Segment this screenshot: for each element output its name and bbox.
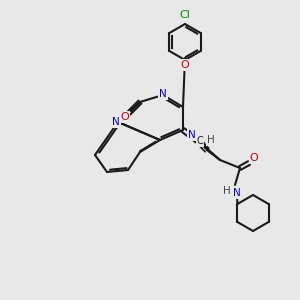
Text: N: N (233, 188, 241, 198)
Text: H: H (223, 186, 231, 196)
Text: H: H (207, 135, 215, 145)
Text: N: N (188, 130, 196, 140)
Text: C: C (196, 136, 203, 146)
Text: O: O (250, 153, 258, 163)
Text: N: N (112, 117, 120, 127)
Text: O: O (121, 112, 129, 122)
Text: N: N (159, 89, 167, 99)
Text: Cl: Cl (180, 10, 190, 20)
Text: O: O (181, 60, 189, 70)
